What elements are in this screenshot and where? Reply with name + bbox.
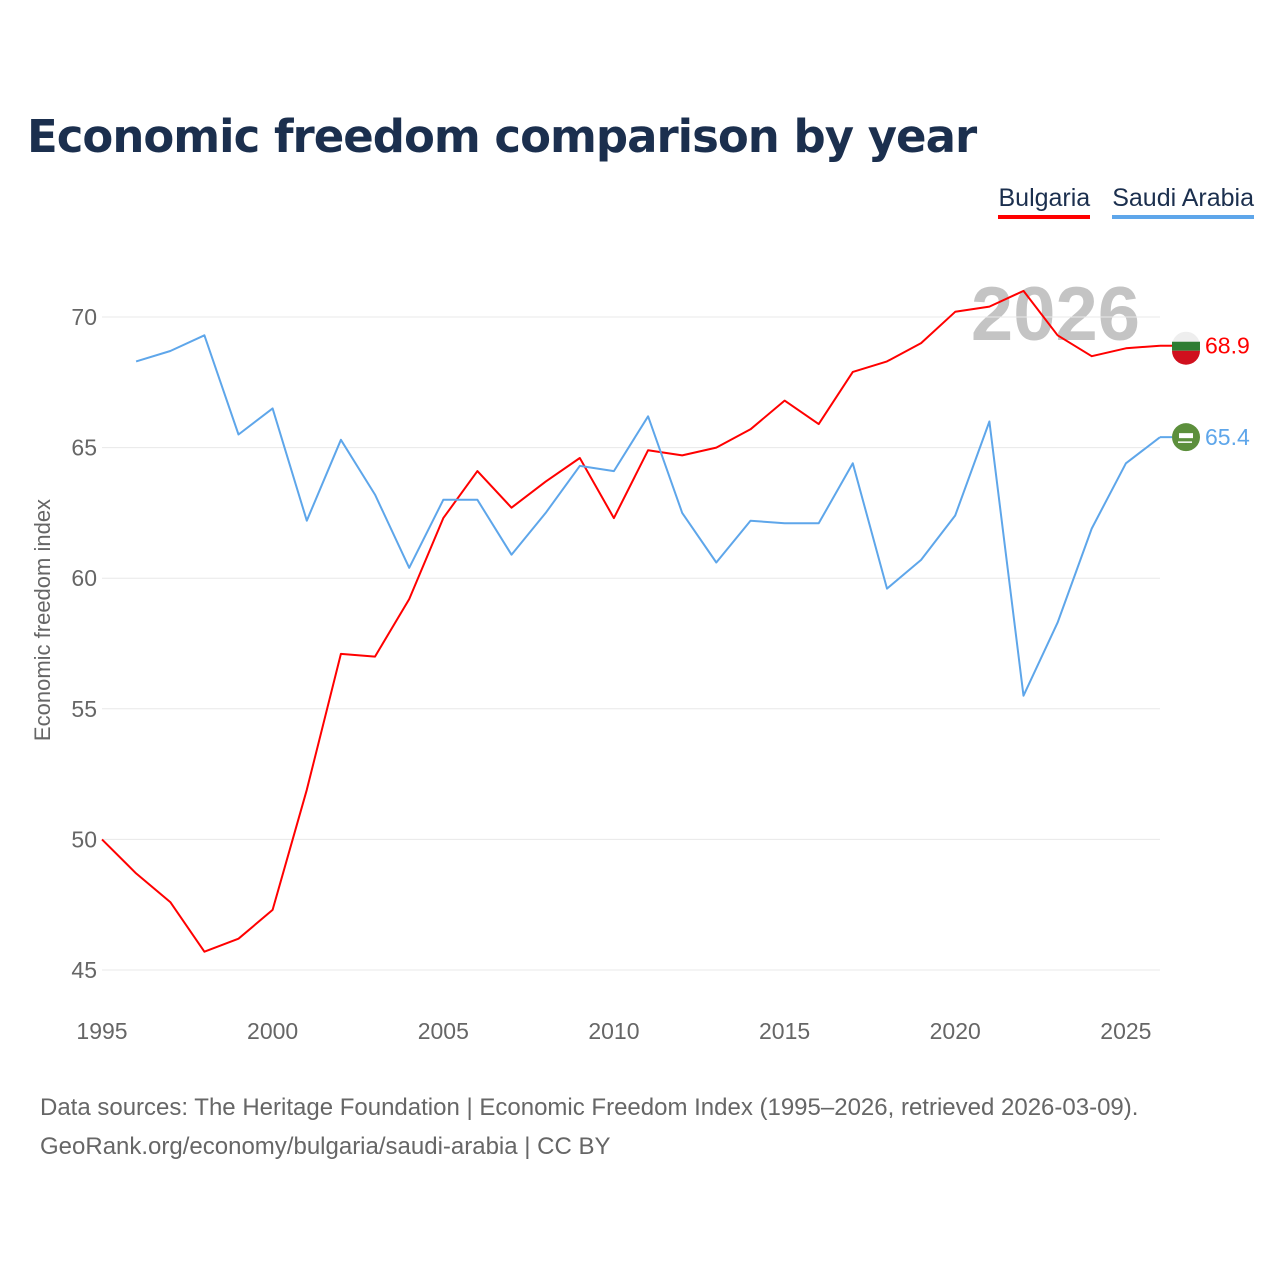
series-line-saudi-arabia: [135, 334, 1161, 697]
bulgaria-flag-icon: [1172, 331, 1200, 365]
source-line-1: Data sources: The Heritage Foundation | …: [40, 1094, 1139, 1121]
end-value-label: 68.9: [1205, 333, 1250, 359]
series-line-bulgaria: [101, 289, 1161, 953]
chart-title: Economic freedom comparison by year: [27, 110, 977, 163]
x-tick-label: 2015: [759, 1018, 810, 1044]
x-tick-label: 1995: [76, 1018, 127, 1044]
y-tick-label: 55: [71, 696, 97, 722]
x-tick-label: 2025: [1100, 1018, 1151, 1044]
x-tick-label: 2020: [930, 1018, 981, 1044]
flag-script: [1179, 433, 1193, 439]
legend: Bulgaria Saudi Arabia: [998, 184, 1254, 219]
y-tick-label: 60: [71, 565, 97, 591]
year-watermark: 2026: [971, 272, 1140, 357]
saudi-arabia-flag-icon: [1172, 423, 1200, 452]
data-source: Data sources: The Heritage Foundation | …: [40, 1088, 1138, 1166]
y-tick-label: 45: [71, 957, 97, 983]
x-tick-label: 2010: [588, 1018, 639, 1044]
flag-green: [1172, 341, 1200, 351]
y-axis-label: Economic freedom index: [30, 499, 55, 741]
legend-item-bulgaria[interactable]: Bulgaria: [998, 184, 1091, 219]
x-tick-label: 2005: [418, 1018, 469, 1044]
x-tick-label: 2000: [247, 1018, 298, 1044]
flag-red: [1172, 350, 1200, 365]
y-tick-label: 70: [71, 304, 97, 330]
legend-item-saudi-arabia[interactable]: Saudi Arabia: [1112, 184, 1254, 219]
end-value-label: 65.4: [1205, 424, 1250, 450]
y-tick-label: 65: [71, 435, 97, 461]
source-line-2[interactable]: GeoRank.org/economy/bulgaria/saudi-arabi…: [40, 1133, 611, 1160]
y-tick-label: 50: [71, 826, 97, 852]
